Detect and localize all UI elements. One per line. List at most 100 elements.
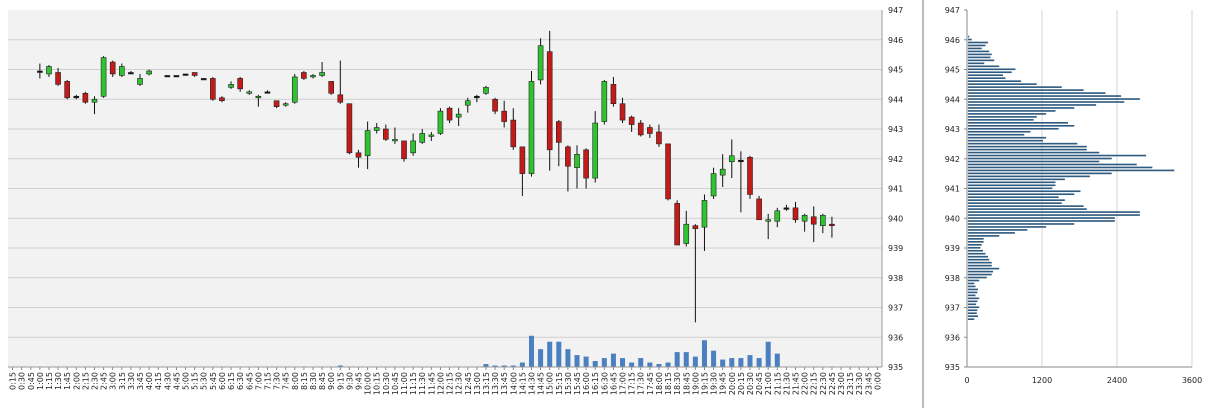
candle-body [437, 110, 444, 134]
candle-body [528, 81, 535, 174]
candle-body [401, 140, 407, 160]
profile-bar [968, 291, 978, 294]
candle-body [519, 146, 526, 174]
x-tick-label: 23:15 [846, 372, 855, 395]
y-tick-label: 939 [888, 244, 903, 253]
x-tick-label: 9:15 [336, 372, 345, 390]
profile-bar [968, 258, 990, 261]
x-tick-label: 22:00 [801, 372, 810, 395]
x-tick-label: 21:15 [773, 372, 782, 395]
x-tick-label: 10:00 [364, 372, 373, 395]
candle-body [683, 223, 690, 244]
candle-body [583, 149, 589, 179]
x-tick-label: 5:15 [191, 372, 200, 390]
x-tick-label: 2:45 [100, 372, 109, 390]
candle-body [273, 100, 280, 107]
y-tick-label: 936 [888, 333, 903, 342]
x-tick-label: 12:15 [446, 372, 455, 395]
x-tick-label: 0:45 [27, 372, 36, 390]
profile-bar [968, 255, 988, 258]
candle-body [383, 128, 389, 140]
candle-body [455, 113, 462, 118]
x-tick-label: 1:15 [45, 372, 54, 390]
x-tick-label: 12:30 [455, 372, 464, 395]
candle-body [801, 214, 808, 222]
x-tick-label: 1:45 [63, 372, 72, 390]
profile-bar [968, 148, 1087, 151]
x-tick-label: 6:00 [218, 372, 227, 390]
candle-body [765, 219, 772, 222]
candle-body [182, 73, 189, 76]
profile-bar [968, 44, 986, 47]
x-tick-label: 17:00 [619, 372, 628, 395]
profile-bar [968, 47, 982, 50]
x-tick-label: 5:00 [182, 372, 191, 390]
profile-y-tick-label: 942 [945, 155, 960, 164]
profile-y-axis: 947 946 945 944 943 942 941 940 939 938 937 936 935 [945, 6, 967, 372]
y-tick-label: 937 [888, 304, 903, 313]
candle-body [610, 84, 617, 105]
candle-body [109, 61, 116, 75]
profile-x-tick-label: 1200 [1032, 376, 1052, 385]
candle-body [501, 110, 507, 122]
candle-body [492, 98, 498, 112]
profile-bar [968, 214, 1140, 216]
profile-bar [968, 241, 984, 243]
x-tick-label: 11:15 [409, 372, 418, 395]
profile-bar [968, 53, 992, 56]
volume-bars [337, 335, 780, 367]
profile-bar [968, 59, 995, 62]
x-tick-label: 4:00 [145, 372, 154, 390]
x-tick-label: 7:15 [263, 372, 272, 390]
profile-bar [968, 139, 1043, 142]
candle-body [346, 103, 353, 154]
x-tick-label: 13:30 [491, 372, 500, 395]
profile-y-tick-label: 946 [945, 36, 960, 45]
x-tick-label: 22:30 [819, 372, 828, 395]
candle-body [674, 203, 680, 246]
profile-bar [968, 184, 1056, 187]
candle-body [37, 70, 43, 73]
profile-bar [968, 229, 1028, 231]
candle-body [301, 72, 307, 79]
candle-body [82, 93, 89, 103]
profile-bar [968, 246, 981, 249]
candle-body [710, 173, 717, 197]
x-tick-label: 16:45 [609, 372, 618, 395]
profile-bar [968, 83, 1037, 85]
candle-body [555, 121, 562, 143]
profile-bar [968, 68, 1016, 71]
x-tick-label: 19:15 [700, 372, 709, 395]
x-tick-label: 12:00 [436, 372, 445, 395]
x-tick-label: 22:45 [828, 372, 837, 395]
profile-bar [968, 318, 975, 320]
profile-bar [968, 160, 1100, 163]
profile-bar [968, 282, 975, 285]
profile-y-tick-label: 944 [945, 95, 960, 104]
volume-bar [620, 358, 626, 367]
volume-bar [738, 358, 744, 367]
profile-bar [968, 223, 1075, 225]
profile-bar [968, 71, 1012, 74]
profile-bar [968, 101, 1125, 103]
profile-bar [968, 205, 1084, 207]
profile-x-axis: 0 1200 2400 3600 [964, 376, 1202, 385]
x-tick-label: 14:15 [518, 372, 527, 395]
main-y-axis: 947 946 945 944 943 942 941 940 939 938 937 936 935 [888, 6, 903, 372]
x-tick-label: 17:30 [637, 372, 646, 395]
candle-body [237, 78, 243, 90]
x-tick-label: 11:30 [418, 372, 427, 395]
x-tick-label: 7:30 [273, 372, 282, 390]
profile-x-tick-label: 2400 [1107, 376, 1127, 385]
volume-bar [629, 362, 635, 367]
candle-body [601, 81, 608, 122]
x-tick-label: 20:30 [746, 372, 755, 395]
profile-y-tick-label: 940 [945, 214, 960, 223]
x-tick-label: 9:00 [327, 372, 336, 390]
main-x-axis: 0:15 0:30 0:45 1:00 1:15 1:30 1:45 2:00 2:15 2:30… [9, 372, 883, 395]
candle-body [410, 140, 416, 154]
x-tick-label: 8:30 [309, 372, 318, 390]
profile-bar [968, 306, 980, 309]
profile-bar [968, 172, 1112, 175]
profile-bar [968, 211, 1140, 213]
